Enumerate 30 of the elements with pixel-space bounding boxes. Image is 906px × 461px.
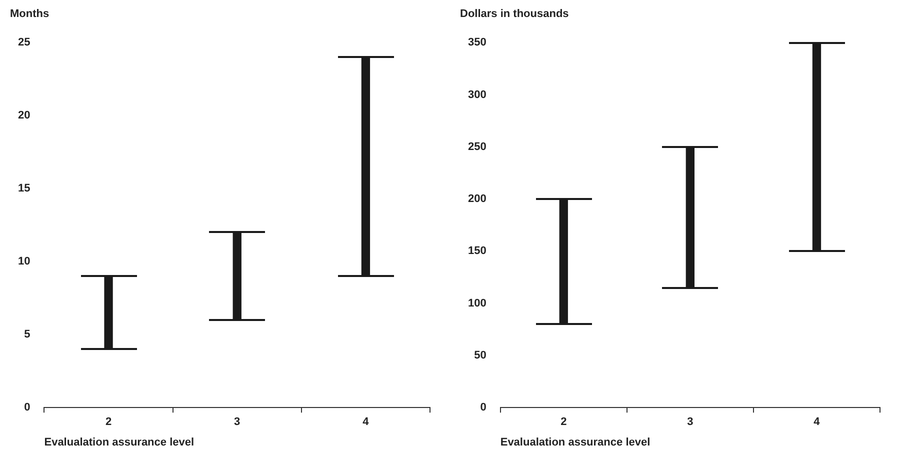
x-tick-label: 4 xyxy=(362,416,370,428)
y-tick-label: 10 xyxy=(18,256,30,268)
y-tick-label: 250 xyxy=(468,140,486,153)
x-tick-label: 4 xyxy=(814,416,821,428)
y-tick-label: 0 xyxy=(24,402,30,414)
y-tick-label: 15 xyxy=(18,182,30,195)
x-axis-title: Evalualation assurance level xyxy=(500,436,650,448)
y-tick-label: 20 xyxy=(18,110,30,122)
y-tick-label: 25 xyxy=(18,36,30,49)
bar xyxy=(361,56,370,277)
bar xyxy=(232,232,242,320)
y-tick-label: 350 xyxy=(468,36,486,49)
y-tick-label: 5 xyxy=(24,328,30,341)
bar xyxy=(559,198,568,324)
bar xyxy=(686,146,695,288)
y-tick-label: 150 xyxy=(468,245,486,258)
x-tick-label: 3 xyxy=(234,416,240,428)
x-tick-label: 3 xyxy=(687,416,694,428)
bar xyxy=(104,276,113,350)
x-tick-label: 2 xyxy=(105,416,112,428)
bar xyxy=(812,42,822,252)
x-tick-label: 2 xyxy=(560,416,567,428)
y-tick-label: 200 xyxy=(468,193,486,206)
y-tick-label: 300 xyxy=(468,88,486,101)
y-tick-label: 0 xyxy=(480,402,486,414)
y-tick-label: 50 xyxy=(474,349,486,362)
y-axis-title: Dollars in thousands xyxy=(460,8,569,20)
y-axis-title: Months xyxy=(10,8,50,20)
x-axis-title: Evalualation assurance level xyxy=(44,436,194,448)
y-tick-label: 100 xyxy=(468,297,486,310)
